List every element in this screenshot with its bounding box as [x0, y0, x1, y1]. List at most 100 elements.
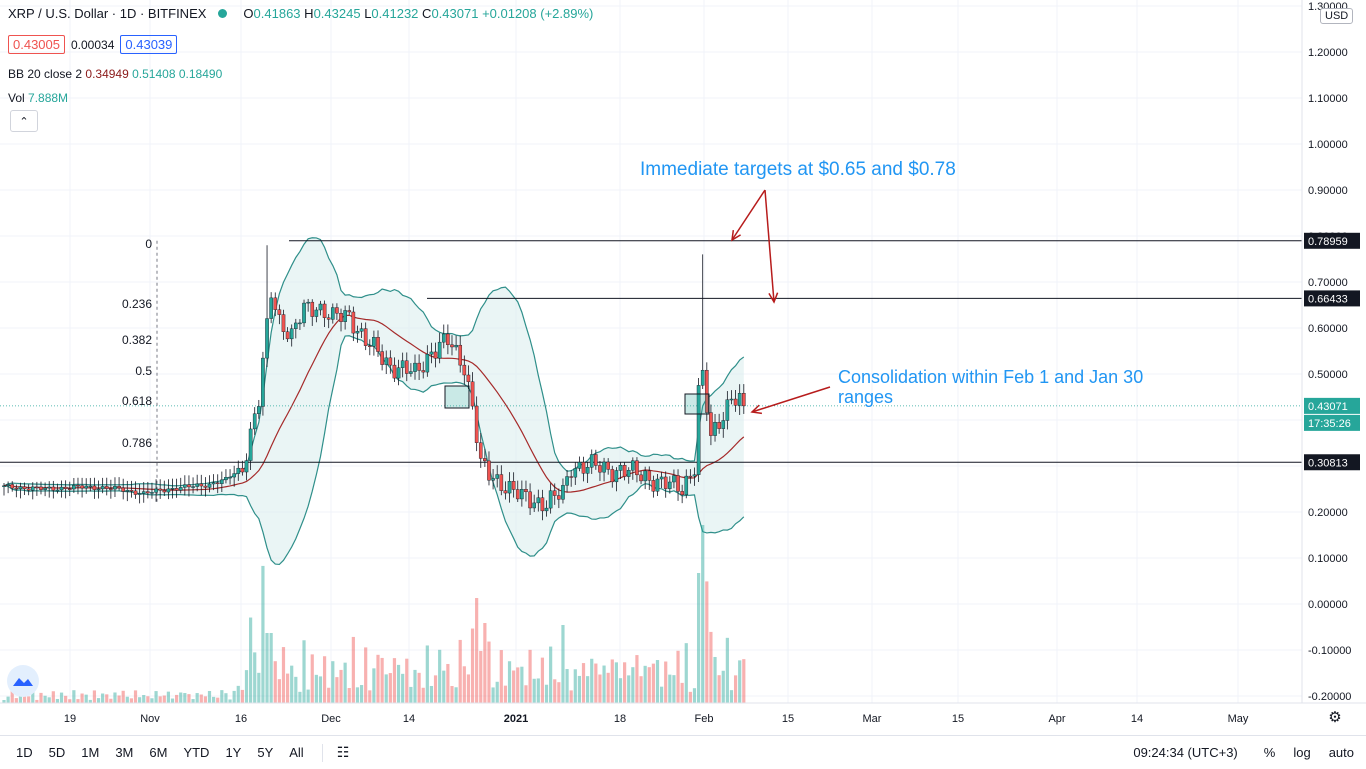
volume-bar — [660, 686, 664, 703]
sell-price-button[interactable]: 0.43005 — [8, 35, 65, 54]
bb-legend[interactable]: BB 20 close 2 0.34949 0.51408 0.18490 — [8, 67, 223, 81]
volume-bar — [524, 685, 528, 703]
candle-body — [195, 483, 199, 487]
candle-body — [59, 486, 64, 491]
toolbar-divider — [321, 743, 323, 762]
candle-body — [503, 490, 508, 494]
currency-badge[interactable]: USD — [1320, 8, 1354, 24]
volume-bar — [549, 646, 553, 703]
volume-bar — [647, 667, 651, 703]
candle-body — [626, 470, 631, 477]
volume-bar — [191, 699, 195, 703]
tf-1y[interactable]: 1Y — [225, 745, 242, 760]
price-tag-r1-bg — [1304, 232, 1360, 249]
candle-body — [2, 485, 6, 487]
price-tag-s1-bg — [1304, 454, 1360, 471]
volume-bar — [281, 647, 286, 703]
candle-body — [289, 328, 294, 340]
volume-legend[interactable]: Vol 7.888M — [8, 91, 69, 105]
volume-bar — [372, 668, 376, 703]
tf-1m[interactable]: 1M — [81, 745, 100, 760]
candle-body — [10, 484, 15, 489]
volume-bar — [294, 676, 298, 703]
candle-body — [113, 486, 117, 490]
time-tick-label: 19 — [64, 713, 76, 725]
tf-all[interactable]: All — [289, 745, 304, 760]
candle-body — [737, 393, 742, 406]
volume-bar — [249, 617, 253, 703]
candle-body — [162, 490, 167, 493]
buy-price-button[interactable]: 0.43039 — [120, 35, 178, 54]
candle-body — [376, 337, 380, 352]
volume-bar — [483, 623, 487, 703]
tf-5y[interactable]: 5Y — [257, 745, 274, 760]
volume-bar — [343, 662, 347, 703]
time-tick-label: Mar — [863, 713, 882, 725]
percent-toggle[interactable]: % — [1263, 745, 1276, 760]
tf-6m[interactable]: 6M — [149, 745, 168, 760]
candle-body — [187, 484, 191, 488]
volume-bar — [339, 669, 343, 703]
candle-body — [273, 297, 278, 310]
tf-1d[interactable]: 1D — [16, 745, 33, 760]
volume-bar — [696, 573, 701, 703]
candle-body — [228, 476, 232, 479]
candle-body — [236, 467, 241, 474]
volume-bar — [64, 695, 68, 703]
time-tick-label: 15 — [952, 713, 964, 725]
log-toggle[interactable]: log — [1293, 745, 1311, 760]
time-tick-label: May — [1228, 713, 1249, 725]
candle-body — [211, 482, 216, 485]
candle-body — [363, 328, 368, 346]
volume-bar — [14, 698, 18, 703]
volume-bar — [499, 650, 503, 703]
logo-icon — [13, 678, 33, 686]
volume-bar — [384, 674, 388, 703]
candle-body — [100, 486, 105, 490]
tf-3m[interactable]: 3M — [115, 745, 134, 760]
candle-body — [540, 497, 545, 512]
price-chart[interactable]: 0 0.236 0.382 0.5 0.618 0.786 Immediate targe… — [0, 0, 1366, 735]
tf-ytd[interactable]: YTD — [183, 745, 210, 760]
volume-bar — [594, 663, 598, 703]
volume-bar — [413, 669, 417, 703]
price-tick-label: 0.70000 — [1308, 277, 1348, 289]
volume-bar — [507, 661, 512, 703]
candle-body — [696, 385, 701, 475]
candle-body — [6, 484, 10, 486]
volume-bar — [105, 694, 109, 703]
volume-bar — [6, 696, 10, 703]
clock[interactable]: 09:24:34 (UTC+3) — [1133, 745, 1238, 760]
volume-bar — [121, 690, 125, 703]
time-tick-label: Apr — [1048, 713, 1065, 725]
candle-body — [146, 491, 150, 494]
tf-5d[interactable]: 5D — [48, 745, 66, 760]
tradingview-logo[interactable] — [7, 665, 39, 697]
volume-bar — [401, 673, 405, 703]
date-range-icon[interactable]: ☷ — [336, 744, 350, 760]
candle-body — [598, 465, 602, 473]
candle-body — [224, 477, 228, 481]
candle-body — [76, 485, 80, 487]
price-tick-label: 0.60000 — [1308, 323, 1348, 335]
volume-bar — [277, 679, 281, 703]
time-tick-label: Feb — [695, 713, 714, 725]
volume-bar — [72, 690, 76, 703]
candle-body — [622, 464, 627, 477]
volume-bar — [376, 654, 380, 703]
collapse-legend-button[interactable]: ⌃ — [10, 110, 38, 132]
volume-bar — [175, 694, 179, 703]
candle-body — [240, 467, 245, 473]
candle-body — [404, 360, 409, 374]
candle-body — [565, 476, 569, 486]
symbol-title[interactable]: XRP / U.S. Dollar · 1D · BITFINEX — [8, 6, 207, 21]
arrow-target-2 — [764, 189, 775, 303]
gear-icon[interactable]: ⚙ — [1328, 709, 1342, 726]
volume-bar — [462, 666, 466, 703]
auto-toggle[interactable]: auto — [1328, 745, 1354, 760]
volume-bar — [125, 696, 129, 703]
price-tick-label: -0.10000 — [1308, 645, 1351, 657]
candle-body — [437, 341, 442, 359]
candle-body — [367, 345, 372, 347]
highlight-box-feb — [684, 393, 710, 415]
